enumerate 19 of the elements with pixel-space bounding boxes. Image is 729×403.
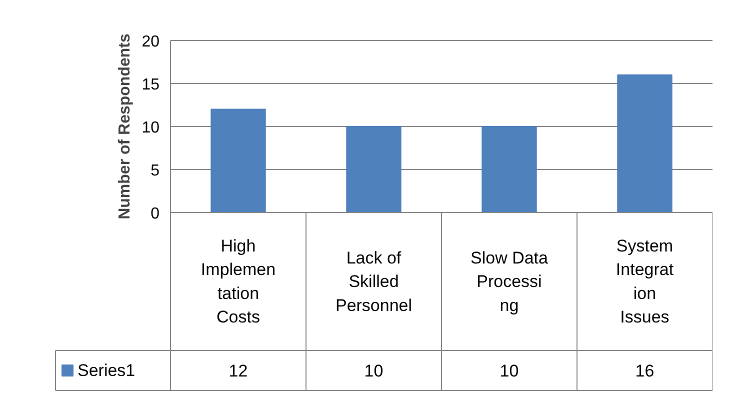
y-tick-label: 0 xyxy=(150,206,160,222)
data-label: 10 xyxy=(500,362,519,380)
x-tick-label: Slow Data Processing xyxy=(470,248,549,315)
x-tick-label: High Implementation Costs xyxy=(200,236,276,327)
bar xyxy=(482,126,537,213)
bar xyxy=(617,74,672,213)
bar xyxy=(346,126,402,213)
y-tick-label: 10 xyxy=(142,120,160,136)
y-axis-title: Number of Respondents xyxy=(116,34,134,220)
legend-label: Series1 xyxy=(78,361,136,380)
y-tick-label: 15 xyxy=(142,76,160,94)
data-label: 12 xyxy=(228,362,248,380)
y-tick-label: 20 xyxy=(142,34,160,50)
x-tick-label: System Integration Issues xyxy=(616,236,674,327)
data-label: 16 xyxy=(635,362,654,380)
bar xyxy=(210,108,266,213)
data-label: 10 xyxy=(364,362,384,380)
x-tick-label: Lack of Skilled Personnel xyxy=(335,248,412,315)
y-tick-label: 5 xyxy=(150,162,160,180)
